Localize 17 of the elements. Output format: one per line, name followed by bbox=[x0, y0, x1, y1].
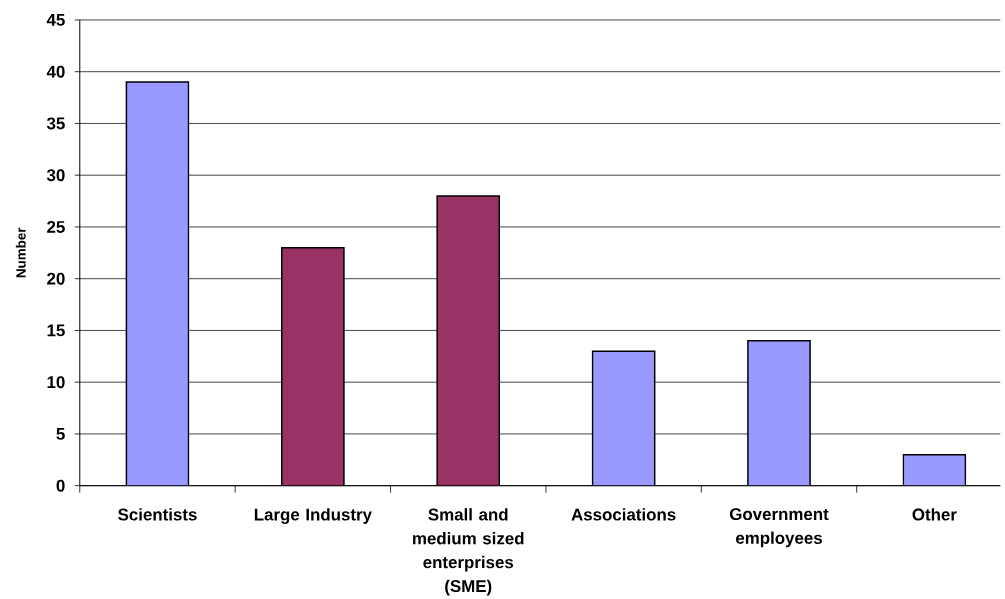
x-tick-label: Associations bbox=[571, 508, 676, 521]
y-tick-label: 25 bbox=[47, 221, 65, 234]
y-tick-label: 15 bbox=[47, 324, 65, 337]
x-tick-label: Small and medium sized enterprises (SME) bbox=[413, 508, 524, 596]
y-tick-label: 35 bbox=[46, 117, 65, 130]
y-tick-label: 45 bbox=[46, 14, 65, 26]
y-tick-label: 0 bbox=[56, 479, 65, 492]
y-tick-label: 5 bbox=[56, 428, 65, 440]
x-tick-label: Government employees bbox=[729, 508, 829, 548]
y-tick-label: 30 bbox=[46, 169, 65, 182]
y-tick-label: 20 bbox=[47, 272, 65, 285]
x-tick-label: Other bbox=[912, 508, 957, 521]
y-tick-label: 10 bbox=[47, 376, 65, 389]
y-tick-label: 40 bbox=[46, 65, 65, 78]
x-tick-label: Large Industry bbox=[254, 508, 372, 525]
x-tick-label: Scientists bbox=[118, 508, 197, 521]
y-axis-title: Number bbox=[15, 227, 26, 278]
